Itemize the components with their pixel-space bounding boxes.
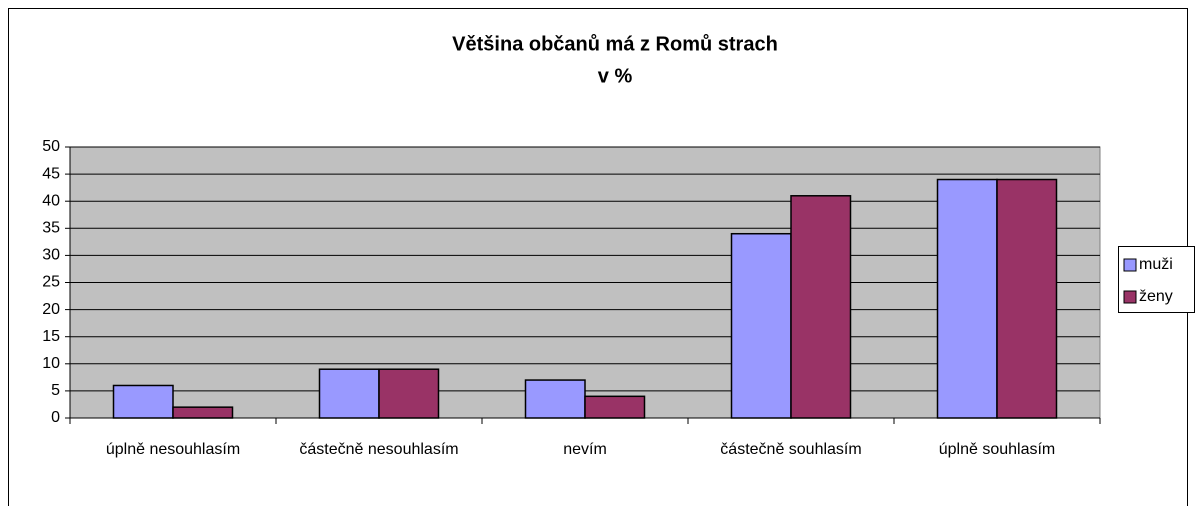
y-tick-label: 40 (42, 192, 60, 209)
y-tick-label: 50 (42, 138, 60, 155)
bar (524, 379, 586, 419)
bar (790, 195, 852, 419)
legend-swatch (1123, 290, 1137, 304)
bar (730, 232, 792, 419)
legend-swatch (1123, 258, 1137, 272)
y-tick-label: 5 (51, 382, 60, 399)
y-tick-label: 20 (42, 301, 60, 318)
chart-subtitle: v % (598, 65, 633, 87)
bar (378, 368, 440, 419)
bar (112, 384, 174, 419)
y-tick-label: 25 (42, 274, 60, 291)
x-tick-label: částečně nesouhlasím (299, 441, 458, 458)
y-tick-label: 10 (42, 355, 60, 372)
bar (172, 406, 234, 419)
chart-title: Většina občanů má z Romů strach (452, 33, 778, 55)
bar (936, 178, 998, 419)
x-tick-label: částečně souhlasím (720, 441, 861, 458)
y-tick-label: 45 (42, 165, 60, 182)
x-tick-label: nevím (563, 441, 607, 458)
y-tick-label: 30 (42, 247, 60, 264)
legend-label: muži (1139, 256, 1173, 273)
x-tick-label: úplně nesouhlasím (106, 441, 240, 458)
bar (318, 368, 380, 419)
bar (996, 178, 1058, 419)
x-tick-label: úplně souhlasím (939, 441, 1056, 458)
y-tick-label: 15 (42, 328, 60, 345)
legend-label: ženy (1139, 288, 1173, 305)
y-tick-label: 0 (51, 409, 60, 426)
bar (584, 395, 646, 419)
y-tick-label: 35 (42, 220, 60, 237)
